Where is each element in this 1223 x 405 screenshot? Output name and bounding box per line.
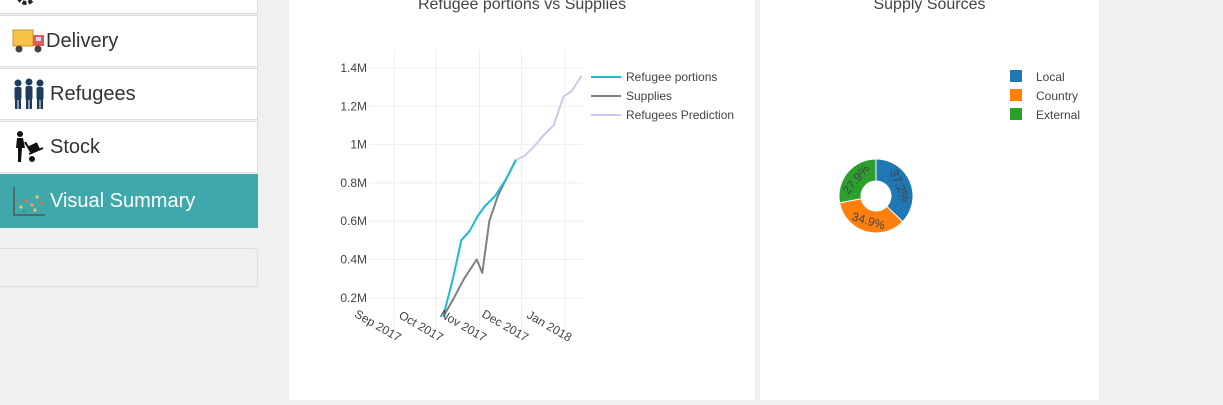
pie-slice-local [875, 158, 914, 223]
chart-title: Supply Sources [873, 0, 986, 13]
y-tick-label: 1M [350, 138, 367, 152]
sidebar-item-label: Stock [50, 135, 101, 158]
sidebar-item-refugees[interactable]: Refugees [0, 68, 258, 120]
sidebar-empty-panel [0, 248, 258, 287]
sidebar-item-stock[interactable]: Stock [0, 121, 258, 173]
pie-slice-external [838, 158, 877, 204]
x-tick-label: Jan 2018 [525, 308, 575, 345]
legend-label: Country [1036, 89, 1078, 103]
chart-title: Refugee portions vs Supplies [417, 0, 627, 13]
sidebar-item-label: Refugees [50, 82, 136, 105]
pie-slice-country [839, 198, 904, 234]
y-tick-label: 0.6M [340, 214, 367, 228]
x-tick-label: Oct 2017 [396, 308, 445, 345]
delivery-truck-icon [12, 24, 46, 58]
sidebar-item-label: Delivery [46, 29, 119, 52]
legend-swatch [1010, 108, 1022, 120]
y-tick-label: 0.4M [340, 253, 367, 267]
sidebar-item-delivery[interactable]: Delivery [0, 15, 258, 67]
scatter-chart-icon [12, 184, 46, 218]
y-tick-label: 1.2M [340, 99, 367, 113]
x-tick-label: Sep 2017 [352, 307, 404, 345]
sidebar: Delivery Refugees [0, 0, 259, 400]
line-chart-panel: Refugee portions vs Supplies 0.2M 0.4M 0.6… [289, 0, 755, 400]
series-line-refugees-prediction [515, 75, 583, 161]
sidebar-item-visual-summary[interactable]: Visual Summary [0, 174, 258, 228]
sidebar-item-settings[interactable] [0, 0, 258, 14]
gears-icon [12, 0, 46, 5]
series-line-refugee-portions [442, 159, 517, 318]
hand-truck-icon [12, 130, 46, 164]
y-tick-label: 0.8M [340, 176, 367, 190]
legend-label: Local [1036, 70, 1065, 84]
y-tick-label: 0.2M [340, 291, 367, 305]
x-tick-label: Dec 2017 [479, 307, 531, 345]
legend-label: External [1036, 108, 1080, 122]
people-icon [12, 77, 46, 111]
legend-swatch [1010, 89, 1022, 101]
legend-label: Refugee portions [626, 70, 717, 84]
pie-chart-panel: Supply Sources 37.2% 34.9% 27.9% Local Coun… [760, 0, 1099, 400]
legend-swatch [1010, 70, 1022, 82]
legend-label: Supplies [626, 89, 672, 103]
legend-label: Refugees Prediction [626, 108, 734, 122]
y-tick-label: 1.4M [340, 61, 367, 75]
x-tick-label: Nov 2017 [438, 307, 490, 345]
sidebar-item-label: Visual Summary [50, 189, 196, 212]
